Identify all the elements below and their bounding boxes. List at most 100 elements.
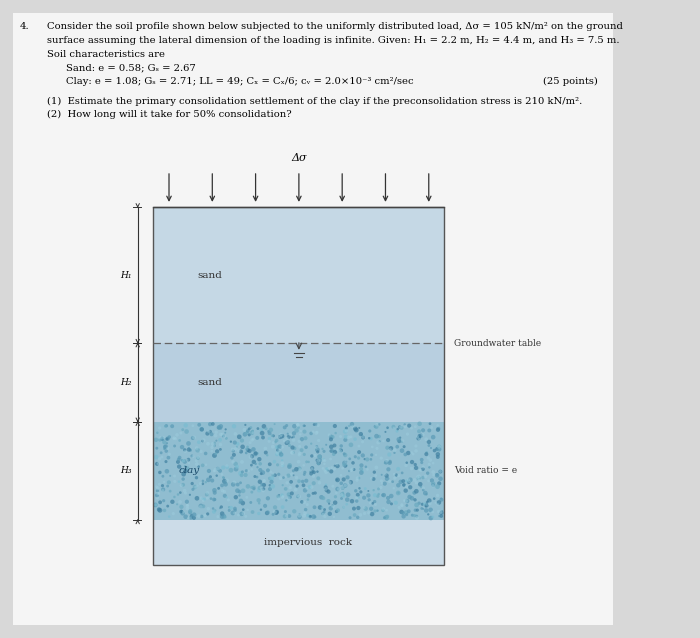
Point — [203, 426, 214, 436]
Point — [295, 429, 306, 440]
Point — [186, 451, 197, 461]
Point — [403, 475, 414, 485]
Point — [435, 507, 446, 517]
Point — [303, 457, 314, 467]
Point — [161, 420, 172, 431]
Point — [230, 429, 241, 439]
Point — [370, 450, 382, 460]
Point — [370, 421, 381, 431]
Point — [243, 466, 254, 476]
Point — [431, 470, 442, 480]
Point — [240, 420, 251, 430]
Point — [288, 432, 299, 442]
Point — [150, 500, 162, 510]
Point — [260, 443, 271, 454]
Point — [367, 509, 378, 519]
Point — [344, 477, 355, 487]
Point — [167, 496, 178, 507]
Point — [160, 441, 172, 452]
Point — [372, 438, 384, 448]
Point — [200, 477, 211, 487]
Point — [230, 443, 241, 454]
Point — [428, 458, 439, 468]
Point — [416, 457, 427, 468]
Point — [258, 480, 269, 490]
Point — [415, 465, 426, 475]
Point — [209, 505, 220, 516]
Point — [393, 488, 404, 498]
Point — [293, 491, 304, 501]
Point — [160, 421, 171, 431]
Point — [405, 482, 416, 493]
Point — [400, 507, 412, 517]
Point — [360, 503, 371, 514]
Point — [313, 458, 324, 468]
Point — [276, 456, 288, 466]
Point — [230, 492, 241, 502]
Point — [394, 422, 405, 432]
Point — [321, 464, 332, 474]
Point — [235, 468, 246, 478]
Point — [167, 421, 178, 431]
Point — [205, 494, 216, 504]
Point — [352, 490, 363, 500]
Point — [258, 421, 270, 431]
Point — [274, 432, 286, 442]
Point — [404, 420, 415, 431]
Point — [351, 493, 363, 503]
Point — [312, 427, 323, 437]
Text: (2)  How long will it take for 50% consolidation?: (2) How long will it take for 50% consol… — [47, 110, 292, 119]
Point — [370, 490, 381, 500]
Point — [340, 457, 351, 467]
Point — [389, 483, 400, 493]
Point — [276, 492, 288, 502]
Point — [208, 441, 219, 451]
Point — [377, 490, 388, 500]
Point — [352, 473, 363, 483]
Point — [307, 464, 318, 474]
Point — [338, 491, 349, 501]
Point — [294, 512, 305, 522]
Point — [382, 473, 393, 484]
Point — [169, 433, 180, 443]
Point — [352, 512, 363, 523]
Point — [217, 429, 228, 440]
Point — [267, 441, 279, 452]
Point — [262, 450, 273, 460]
Point — [199, 510, 211, 521]
Point — [386, 443, 397, 454]
Point — [234, 498, 246, 508]
Point — [424, 437, 435, 447]
Point — [237, 441, 248, 452]
Point — [178, 469, 189, 479]
Point — [309, 419, 320, 429]
Point — [415, 431, 426, 441]
Point — [377, 505, 388, 516]
Point — [305, 428, 316, 438]
Point — [330, 498, 341, 508]
Point — [403, 506, 414, 516]
Point — [311, 428, 322, 438]
Point — [299, 449, 310, 459]
Point — [433, 498, 444, 508]
Point — [249, 471, 260, 482]
Point — [256, 428, 267, 438]
Point — [195, 493, 206, 503]
Point — [309, 502, 320, 512]
Point — [383, 497, 394, 507]
Point — [261, 508, 272, 518]
Point — [288, 466, 299, 476]
Point — [321, 480, 332, 490]
Point — [232, 486, 243, 496]
Point — [237, 435, 248, 445]
Point — [264, 473, 275, 484]
Point — [378, 436, 389, 446]
Point — [176, 507, 188, 517]
Point — [181, 426, 193, 436]
Point — [309, 512, 321, 522]
Point — [391, 426, 402, 436]
Point — [323, 496, 334, 506]
Point — [294, 491, 305, 501]
Point — [152, 483, 163, 493]
Point — [432, 449, 443, 459]
